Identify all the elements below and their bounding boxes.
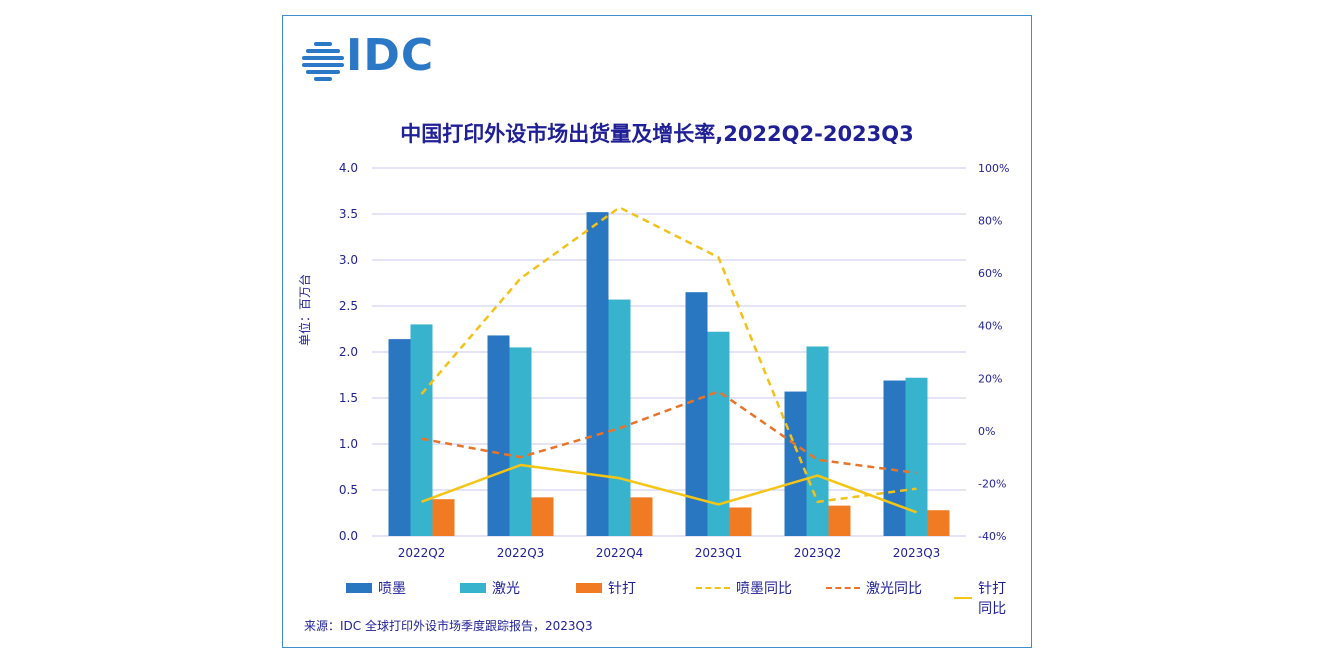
bar bbox=[586, 212, 609, 536]
x-tick-label: 2023Q2 bbox=[794, 546, 842, 560]
x-tick-label: 2022Q4 bbox=[596, 546, 644, 560]
legend-swatch bbox=[576, 583, 602, 593]
legend-swatch bbox=[954, 597, 973, 599]
bar bbox=[707, 331, 730, 536]
legend-item: 激光同比 bbox=[826, 578, 922, 598]
y2-tick-label: 60% bbox=[978, 267, 1002, 280]
logo-text: IDC bbox=[346, 30, 435, 81]
bar bbox=[784, 391, 807, 536]
y2-tick-label: 0% bbox=[978, 425, 995, 438]
idc-globe-icon bbox=[302, 42, 344, 81]
legend-label: 针打 bbox=[608, 581, 636, 597]
series-line bbox=[420, 206, 917, 504]
source-note: 来源：IDC 全球打印外设市场季度跟踪报告，2023Q3 bbox=[304, 619, 593, 633]
legend: 喷墨 激光 针打 喷墨同比 激光同比 针打同比 bbox=[346, 578, 1006, 617]
y2-tick-label: -40% bbox=[978, 530, 1006, 543]
bar bbox=[509, 347, 532, 536]
x-tick-label: 2023Q3 bbox=[893, 546, 941, 560]
bar bbox=[806, 346, 829, 536]
bar bbox=[531, 497, 554, 536]
y2-tick-label: 80% bbox=[978, 215, 1002, 228]
legend-item: 喷墨 bbox=[346, 578, 406, 598]
legend-label: 喷墨同比 bbox=[736, 581, 792, 597]
x-tick-label: 2022Q3 bbox=[497, 546, 545, 560]
legend-label: 激光同比 bbox=[866, 581, 922, 597]
series-line bbox=[421, 463, 917, 514]
chart-frame bbox=[282, 15, 1032, 648]
chart-title: 中国打印外设市场出货量及增长率,2022Q2-2023Q3 bbox=[400, 122, 914, 146]
legend-label: 喷墨 bbox=[378, 581, 406, 597]
bar bbox=[685, 292, 708, 536]
y-tick-label: 1.0 bbox=[339, 437, 358, 451]
y-tick-label: 0.5 bbox=[339, 483, 358, 497]
bar bbox=[608, 299, 631, 536]
legend-swatch bbox=[346, 583, 372, 593]
y2-tick-label: -20% bbox=[978, 477, 1006, 490]
y-tick-label: 0.0 bbox=[339, 529, 358, 543]
y2-tick-label: 100% bbox=[978, 162, 1009, 175]
legend-item: 喷墨同比 bbox=[696, 578, 792, 598]
bar bbox=[432, 499, 455, 536]
y-tick-label: 1.5 bbox=[339, 391, 358, 405]
y-tick-label: 2.5 bbox=[339, 299, 358, 313]
y-tick-label: 3.5 bbox=[339, 207, 358, 221]
bar bbox=[487, 335, 510, 536]
y-tick-label: 2.0 bbox=[339, 345, 358, 359]
legend-label: 针打同比 bbox=[978, 581, 1007, 617]
legend-item: 针打 bbox=[576, 578, 636, 598]
legend-item: 激光 bbox=[460, 578, 520, 598]
legend-label: 激光 bbox=[492, 581, 520, 597]
bar bbox=[927, 510, 950, 536]
x-tick-label: 2022Q2 bbox=[398, 546, 446, 560]
bar bbox=[883, 380, 906, 536]
y2-tick-label: 20% bbox=[978, 372, 1002, 385]
bar bbox=[828, 505, 851, 536]
y2-tick-label: 40% bbox=[978, 320, 1002, 333]
x-tick-label: 2023Q1 bbox=[695, 546, 743, 560]
bar bbox=[729, 507, 752, 536]
bar bbox=[630, 497, 653, 536]
legend-swatch bbox=[696, 587, 730, 589]
bar bbox=[410, 324, 433, 536]
legend-swatch bbox=[826, 587, 860, 589]
y-tick-label: 3.0 bbox=[339, 253, 358, 267]
bar bbox=[388, 339, 411, 536]
y-tick-label: 4.0 bbox=[339, 161, 358, 175]
legend-item: 针打同比 bbox=[954, 578, 1008, 618]
legend-swatch bbox=[460, 583, 486, 593]
bar bbox=[905, 377, 928, 536]
series-line bbox=[421, 390, 917, 475]
